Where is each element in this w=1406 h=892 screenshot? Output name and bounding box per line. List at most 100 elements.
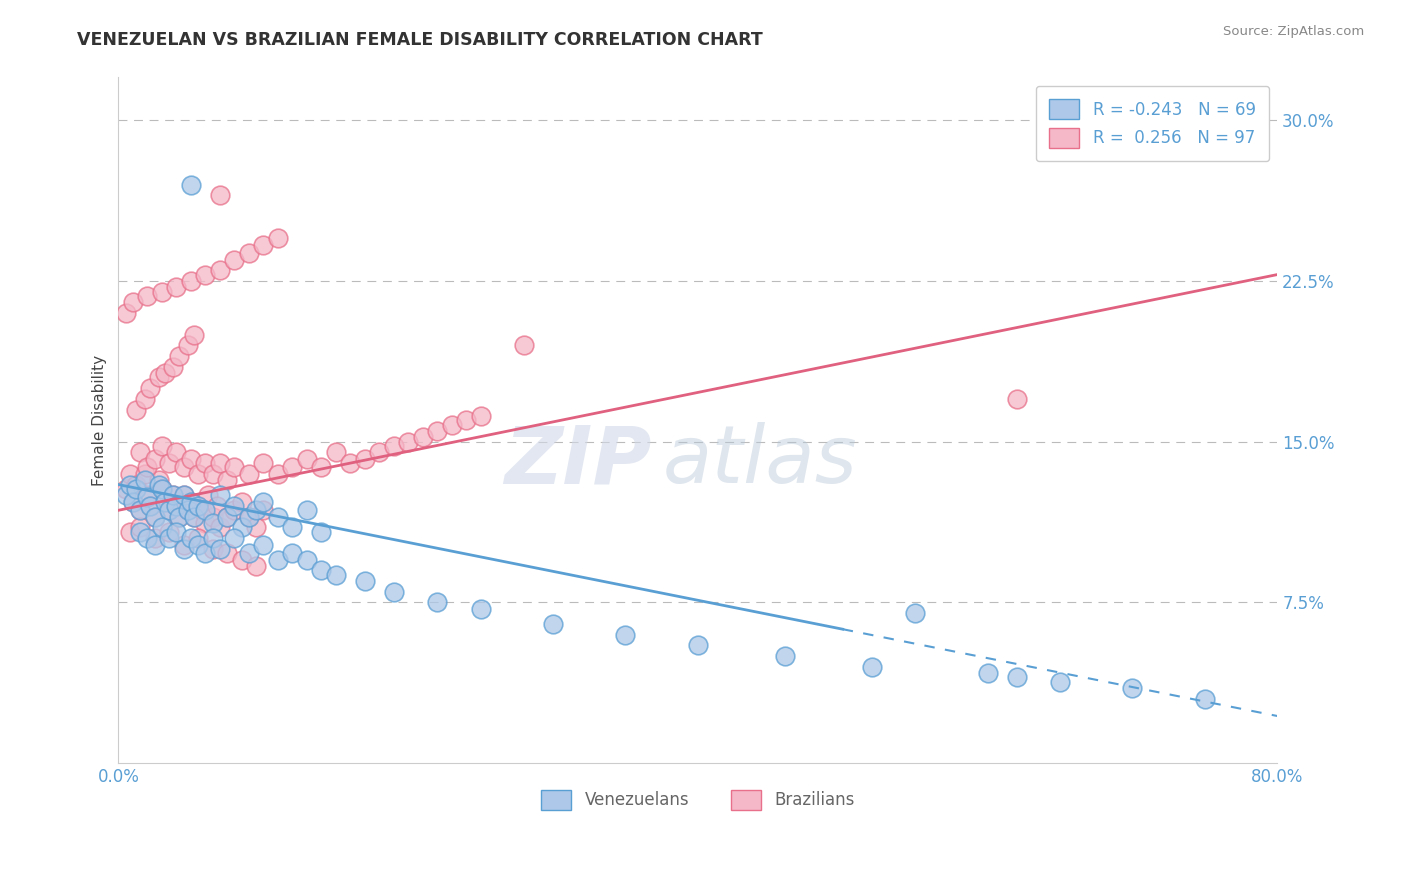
Point <box>150 482 173 496</box>
Point <box>177 503 200 517</box>
Point <box>470 602 492 616</box>
Point <box>143 509 166 524</box>
Point <box>904 606 927 620</box>
Point <box>325 445 347 459</box>
Point <box>1121 681 1143 695</box>
Point <box>173 488 195 502</box>
Text: ZIP: ZIP <box>505 423 651 500</box>
Point <box>267 231 290 245</box>
Point <box>162 359 184 374</box>
Point <box>162 488 184 502</box>
Point <box>224 503 246 517</box>
Point <box>157 531 180 545</box>
Point <box>129 503 152 517</box>
Legend: Venezuelans, Brazilians: Venezuelans, Brazilians <box>527 776 868 823</box>
Point <box>187 537 209 551</box>
Point <box>165 280 187 294</box>
Point <box>267 509 290 524</box>
Point <box>201 541 224 556</box>
Point <box>148 477 170 491</box>
Point <box>169 349 191 363</box>
Point <box>150 482 173 496</box>
Point <box>153 366 176 380</box>
Point <box>396 434 419 449</box>
Point <box>252 456 274 470</box>
Point <box>440 417 463 432</box>
Point <box>136 488 159 502</box>
Point <box>281 520 304 534</box>
Point <box>245 520 267 534</box>
Point <box>201 516 224 530</box>
Point <box>252 237 274 252</box>
Point <box>456 413 478 427</box>
Point <box>1049 674 1071 689</box>
Point <box>353 574 375 588</box>
Point <box>165 445 187 459</box>
Point <box>183 509 205 524</box>
Point <box>470 409 492 423</box>
Point <box>205 499 228 513</box>
Point <box>208 541 231 556</box>
Point <box>143 537 166 551</box>
Text: VENEZUELAN VS BRAZILIAN FEMALE DISABILITY CORRELATION CHART: VENEZUELAN VS BRAZILIAN FEMALE DISABILIT… <box>77 31 763 49</box>
Point <box>1194 691 1216 706</box>
Point <box>295 503 318 517</box>
Point <box>162 488 184 502</box>
Point <box>187 499 209 513</box>
Point <box>136 531 159 545</box>
Point <box>169 509 191 524</box>
Point <box>125 482 148 496</box>
Point <box>201 509 224 524</box>
Point <box>614 627 637 641</box>
Point <box>208 263 231 277</box>
Point <box>368 445 391 459</box>
Point <box>157 456 180 470</box>
Point <box>382 584 405 599</box>
Point <box>177 338 200 352</box>
Point <box>129 520 152 534</box>
Point <box>194 456 217 470</box>
Point <box>169 509 191 524</box>
Point <box>224 460 246 475</box>
Point <box>194 546 217 560</box>
Point <box>157 503 180 517</box>
Point <box>165 524 187 539</box>
Point <box>134 473 156 487</box>
Point <box>252 503 274 517</box>
Point <box>339 456 361 470</box>
Point <box>150 520 173 534</box>
Point <box>134 392 156 406</box>
Point <box>180 178 202 192</box>
Point <box>153 494 176 508</box>
Point <box>143 451 166 466</box>
Point <box>238 509 260 524</box>
Point <box>143 509 166 524</box>
Point <box>295 552 318 566</box>
Point <box>157 503 180 517</box>
Point <box>231 494 253 508</box>
Point <box>208 456 231 470</box>
Point <box>976 666 998 681</box>
Point <box>217 546 239 560</box>
Point <box>252 494 274 508</box>
Point <box>426 595 449 609</box>
Point <box>309 524 332 539</box>
Point <box>231 552 253 566</box>
Point <box>180 494 202 508</box>
Point <box>148 473 170 487</box>
Point <box>134 467 156 481</box>
Point <box>252 537 274 551</box>
Point <box>208 520 231 534</box>
Point <box>122 494 145 508</box>
Point <box>217 473 239 487</box>
Point <box>139 381 162 395</box>
Point <box>309 563 332 577</box>
Point <box>187 467 209 481</box>
Point <box>194 516 217 530</box>
Point <box>150 285 173 299</box>
Point <box>309 460 332 475</box>
Point <box>267 552 290 566</box>
Y-axis label: Female Disability: Female Disability <box>93 355 107 486</box>
Point <box>139 499 162 513</box>
Point <box>129 524 152 539</box>
